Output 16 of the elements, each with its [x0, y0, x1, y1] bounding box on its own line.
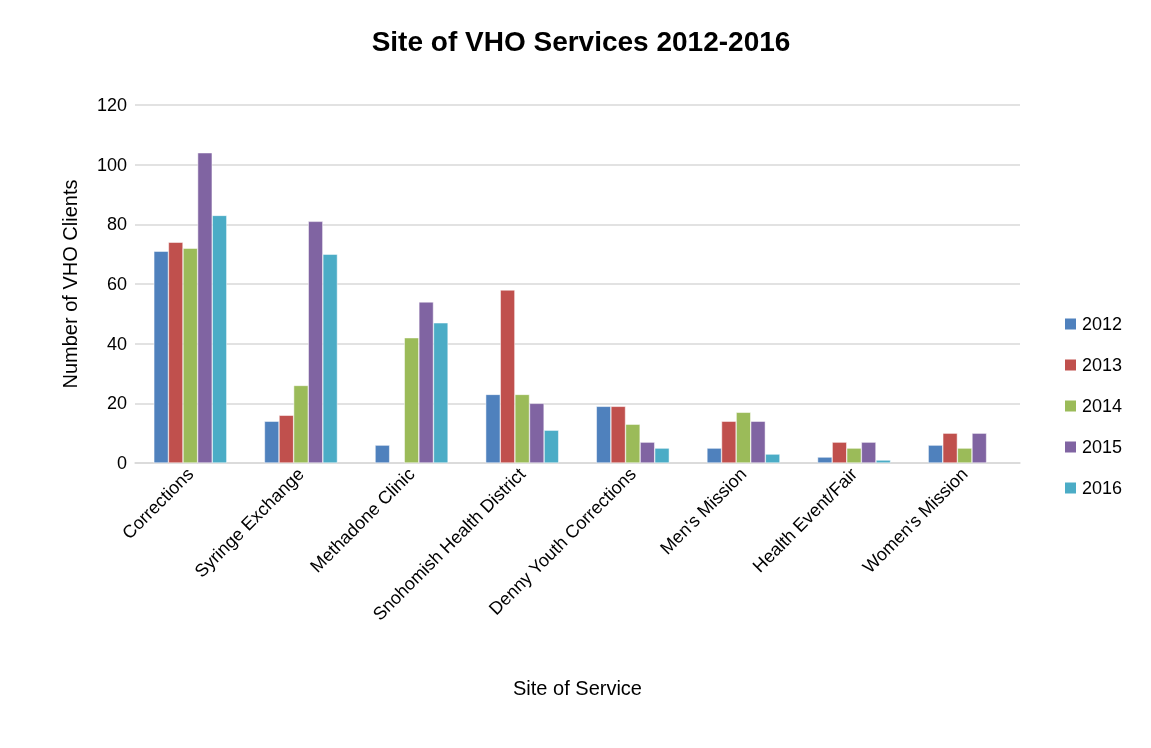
bar [375, 445, 390, 463]
y-tick-label: 100 [96, 154, 127, 175]
y-axis-title: Number of VHO Clients [59, 179, 81, 389]
legend-label: 2012 [1082, 314, 1123, 334]
y-tick-label: 60 [106, 274, 127, 294]
legend-label: 2013 [1082, 355, 1123, 375]
y-tick-label: 80 [106, 214, 127, 235]
x-axis-title: Site of Service [513, 677, 642, 699]
y-tick-label: 120 [96, 95, 127, 115]
legend-label: 2016 [1082, 478, 1123, 498]
chart-title: Site of VHO Services 2012-2016 [371, 25, 791, 57]
y-tick-label: 40 [106, 333, 127, 354]
y-tick-label: 0 [116, 453, 127, 473]
legend-label: 2015 [1082, 437, 1123, 457]
y-tick-label: 20 [106, 393, 127, 414]
legend-label: 2014 [1082, 396, 1123, 416]
